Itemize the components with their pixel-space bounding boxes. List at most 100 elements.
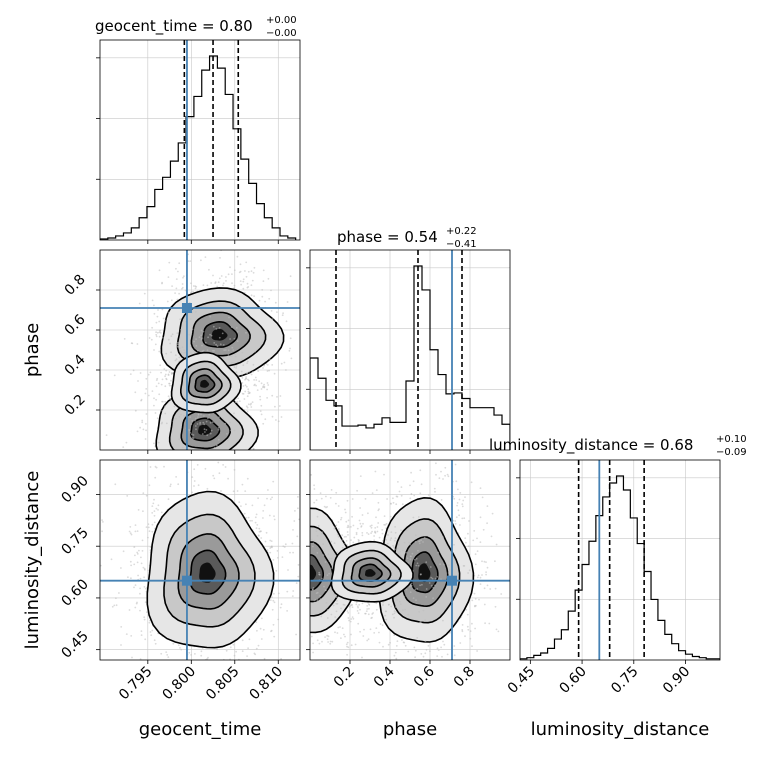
sample-point <box>246 655 248 657</box>
sample-point <box>302 547 304 549</box>
sample-point <box>231 326 233 328</box>
sample-point <box>424 652 426 654</box>
sample-point <box>225 476 227 478</box>
sample-point <box>358 612 360 614</box>
sample-point <box>205 468 207 470</box>
sample-point <box>168 262 170 264</box>
sample-point <box>401 639 403 641</box>
sample-point <box>468 520 470 522</box>
sample-point <box>331 489 333 491</box>
sample-point <box>265 541 267 543</box>
sample-point <box>272 499 274 501</box>
sample-point <box>275 419 277 421</box>
sample-point <box>206 666 208 668</box>
sample-point <box>382 646 384 648</box>
sample-point <box>142 492 144 494</box>
sample-point <box>249 638 251 640</box>
sample-point <box>266 389 268 391</box>
sample-point <box>247 647 249 649</box>
sample-point <box>176 358 178 360</box>
sample-point <box>242 450 244 452</box>
sample-point <box>297 608 299 610</box>
sample-point <box>130 577 132 579</box>
sample-point <box>191 458 193 460</box>
sample-point <box>141 630 143 632</box>
sample-point <box>142 550 144 552</box>
sample-point <box>321 641 323 643</box>
sample-point <box>126 633 128 635</box>
sample-point <box>331 641 333 643</box>
sample-point <box>263 629 265 631</box>
sample-point <box>202 433 204 435</box>
sample-point <box>295 589 297 591</box>
sample-point <box>206 429 208 431</box>
sample-point <box>190 282 192 284</box>
sample-point <box>191 688 193 690</box>
sample-point <box>275 302 277 304</box>
sample-point <box>388 644 390 646</box>
sample-point <box>442 641 444 643</box>
sample-point <box>220 343 222 345</box>
sample-point <box>304 579 306 581</box>
sample-point <box>376 609 378 611</box>
sample-point <box>225 349 227 351</box>
sample-point <box>216 662 218 664</box>
sample-point <box>303 565 305 567</box>
sample-point <box>414 647 416 649</box>
sample-point <box>481 560 483 562</box>
sample-point <box>304 530 306 532</box>
sample-point <box>290 337 292 339</box>
sample-point <box>190 318 192 320</box>
sample-point <box>286 320 288 322</box>
sample-point <box>195 311 197 313</box>
sample-point <box>215 328 217 330</box>
sample-point <box>231 282 233 284</box>
sample-point <box>158 321 160 323</box>
sample-point <box>258 535 260 537</box>
sample-point <box>164 375 166 377</box>
sample-point <box>303 616 305 618</box>
sample-point <box>231 273 233 275</box>
sample-point <box>102 521 104 523</box>
sample-point <box>157 417 159 419</box>
sample-point <box>285 369 287 371</box>
sample-point <box>207 488 209 490</box>
sample-point <box>155 344 157 346</box>
sample-point <box>477 577 479 579</box>
sample-point <box>188 476 190 478</box>
sample-point <box>227 462 229 464</box>
sample-point <box>304 546 306 548</box>
sample-point <box>228 467 230 469</box>
sample-point <box>276 396 278 398</box>
sample-point <box>201 461 203 463</box>
sample-point <box>168 276 170 278</box>
sample-point <box>426 649 428 651</box>
sample-point <box>215 281 217 283</box>
sample-point <box>165 374 167 376</box>
sample-point <box>150 666 152 668</box>
sample-point <box>423 656 425 658</box>
sample-point <box>167 656 169 658</box>
sample-point <box>463 517 465 519</box>
sample-point <box>459 492 461 494</box>
sample-point <box>149 337 151 339</box>
sample-point <box>244 490 246 492</box>
sample-point <box>304 608 306 610</box>
sample-point <box>255 379 257 381</box>
sample-point <box>209 473 211 475</box>
sample-point <box>298 480 300 482</box>
sample-point <box>415 650 417 652</box>
sample-point <box>283 562 285 564</box>
sample-point <box>253 455 255 457</box>
sample-point <box>304 678 306 680</box>
sample-point <box>198 414 200 416</box>
sample-point <box>130 635 132 637</box>
sample-point <box>169 343 171 345</box>
sample-point <box>234 285 236 287</box>
sample-point <box>184 480 186 482</box>
sample-point <box>145 429 147 431</box>
sample-point <box>139 593 141 595</box>
sample-point <box>467 614 469 616</box>
sample-point <box>442 478 444 480</box>
sample-point <box>270 599 272 601</box>
